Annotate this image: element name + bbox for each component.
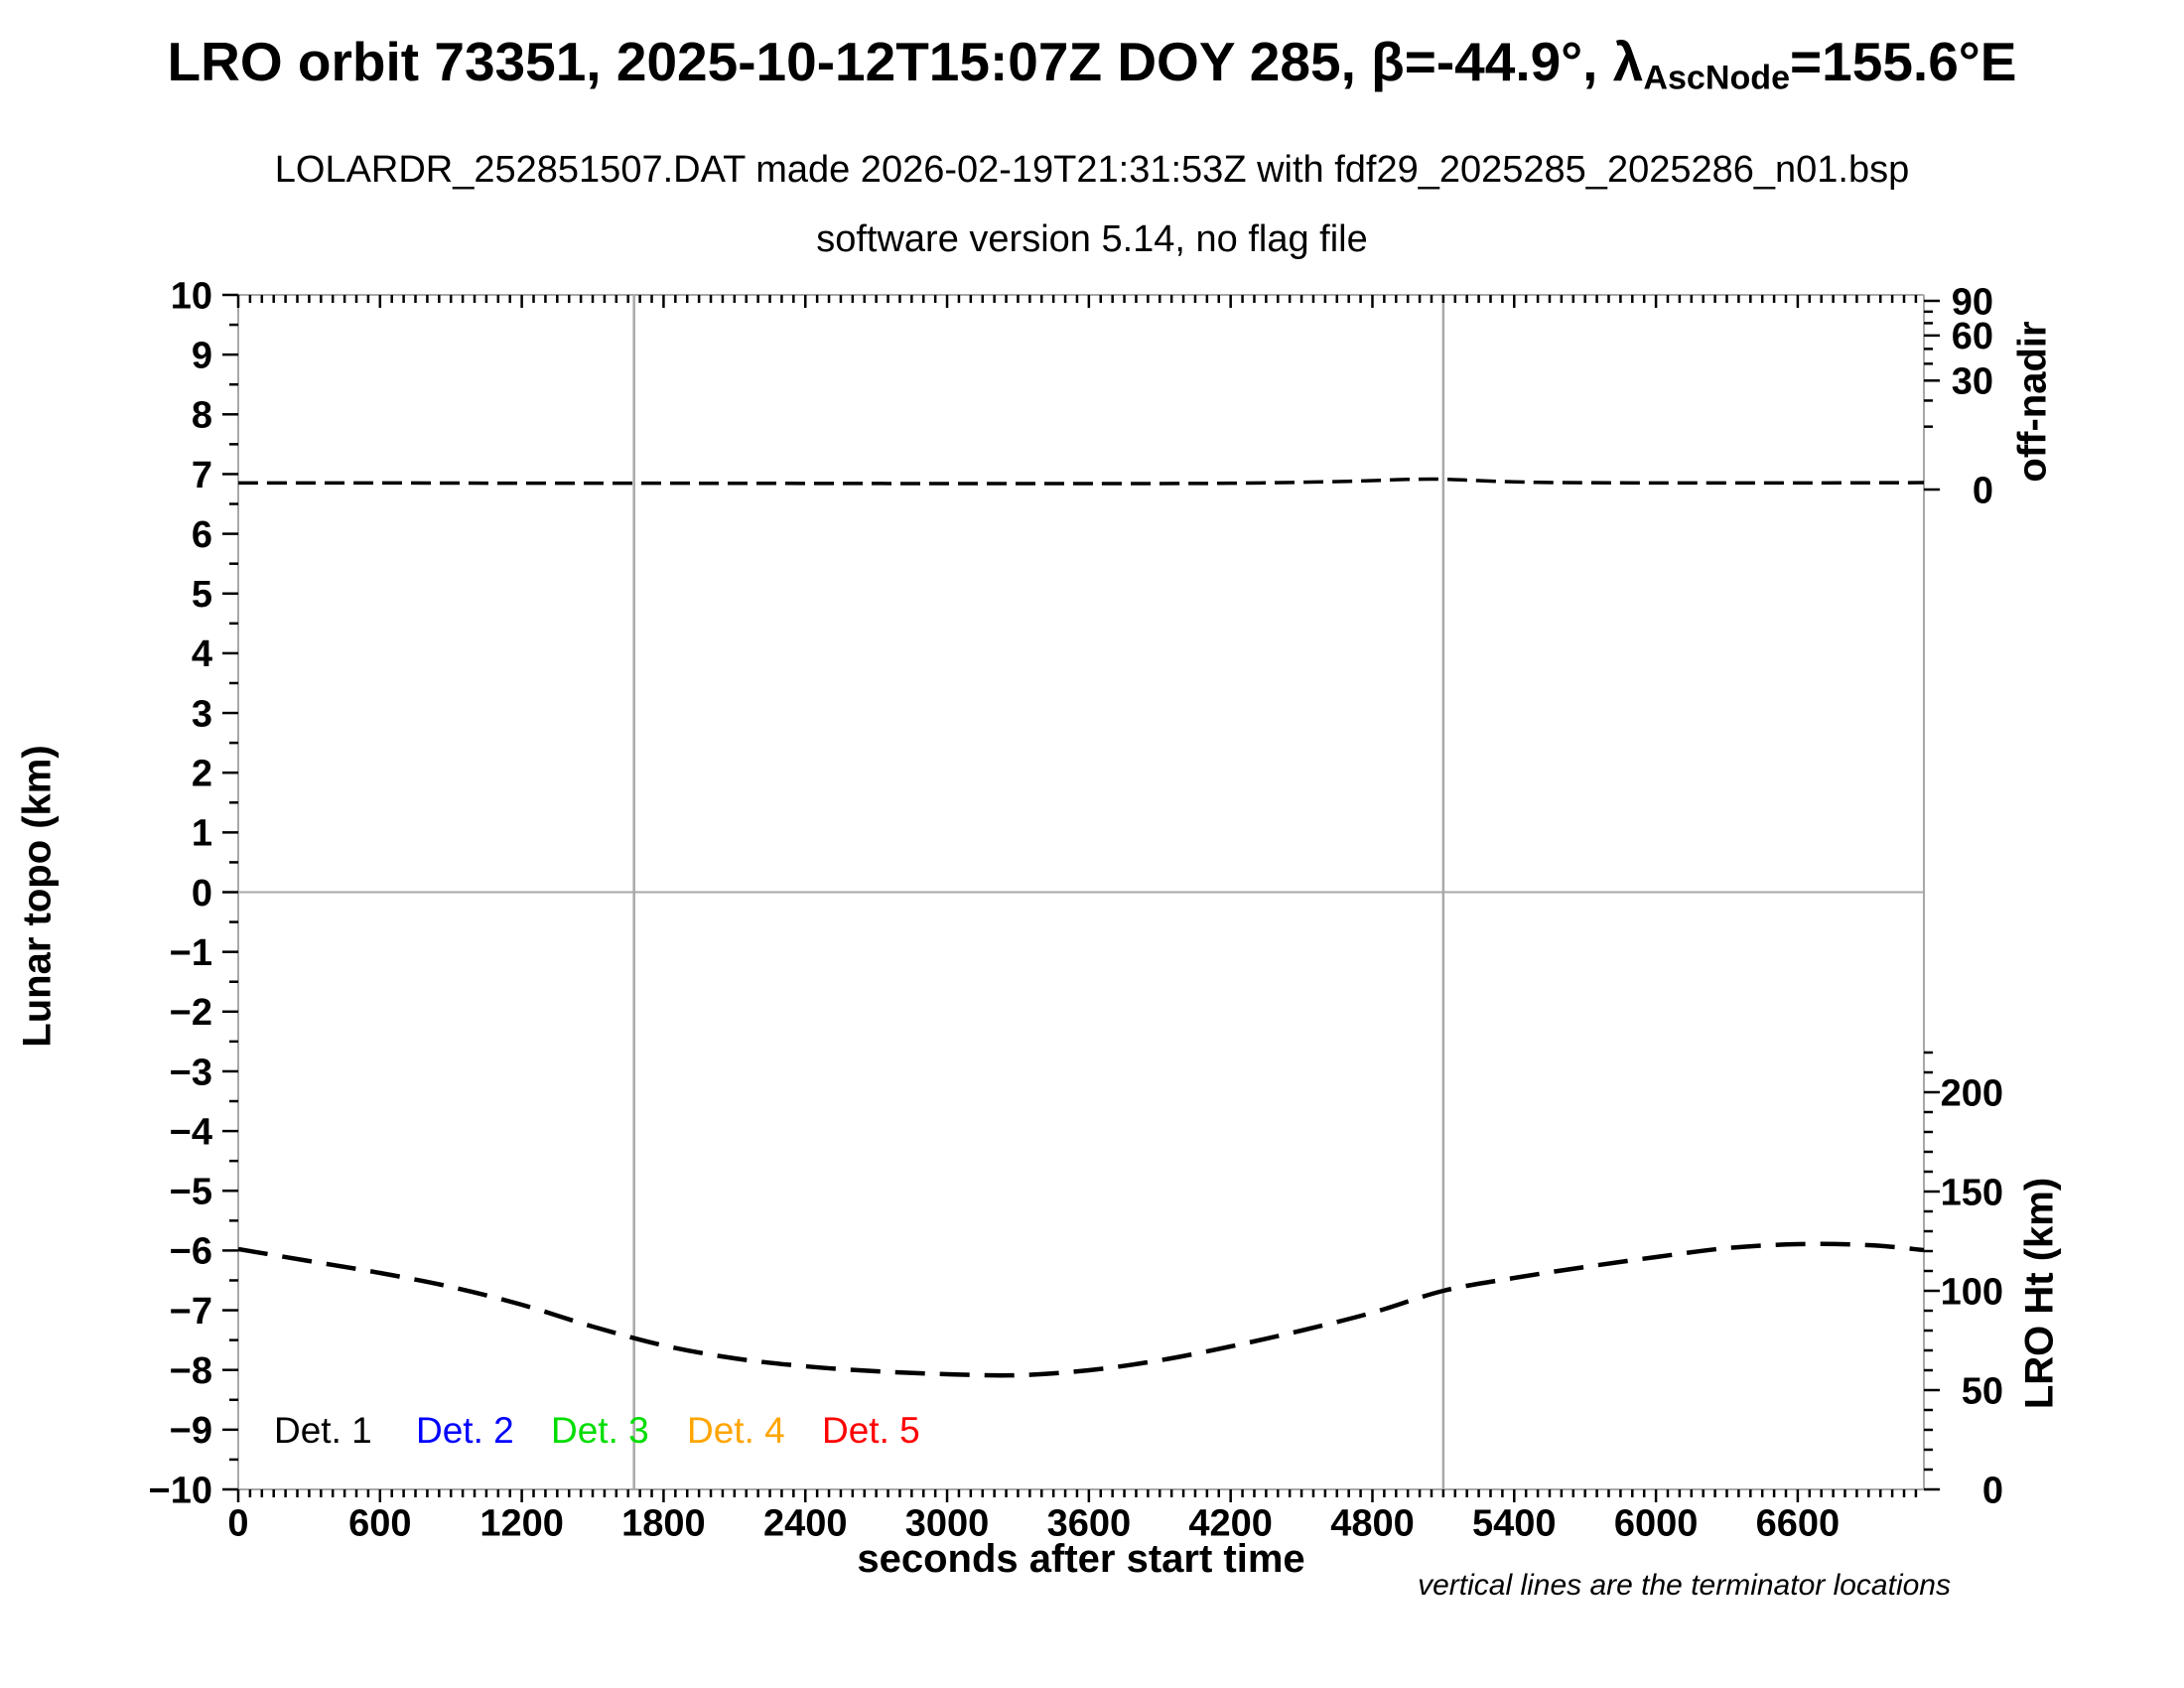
title-text: LRO orbit 73351, 2025-10-12T15:07Z DOY 2… bbox=[167, 31, 1644, 92]
detector-legend: Det. 1 Det. 2 Det. 3 Det. 4 Det. 5 bbox=[0, 1410, 2184, 1454]
y-left-ticks bbox=[222, 293, 238, 1491]
title-suffix: =155.6°E bbox=[1790, 31, 2017, 92]
y-axis-title-off-nadir: off-nadir bbox=[2010, 321, 2055, 483]
title-subscript: AscNode bbox=[1643, 59, 1791, 97]
svg-text:5400: 5400 bbox=[1472, 1502, 1557, 1544]
svg-text:−5: −5 bbox=[170, 1172, 212, 1213]
legend-item-det-2: Det. 2 bbox=[416, 1410, 514, 1451]
y-axis-title-lunar-topo: Lunar topo (km) bbox=[15, 745, 60, 1048]
svg-text:−3: −3 bbox=[170, 1052, 212, 1093]
svg-text:10: 10 bbox=[171, 275, 212, 317]
svg-text:0: 0 bbox=[227, 1502, 248, 1544]
svg-text:200: 200 bbox=[1941, 1072, 2003, 1114]
svg-text:6: 6 bbox=[192, 514, 212, 556]
page-title: LRO orbit 73351, 2025-10-12T15:07Z DOY 2… bbox=[0, 30, 2184, 98]
svg-text:3000: 3000 bbox=[905, 1502, 990, 1544]
y-axis-title-lro-height: LRO Ht (km) bbox=[2017, 1177, 2062, 1410]
svg-text:−10: −10 bbox=[149, 1470, 212, 1511]
svg-text:100: 100 bbox=[1941, 1271, 2003, 1313]
svg-text:60: 60 bbox=[1952, 316, 1993, 357]
svg-text:9: 9 bbox=[192, 335, 212, 376]
svg-text:4: 4 bbox=[192, 633, 212, 675]
terminator-footnote: vertical lines are the terminator locati… bbox=[1418, 1569, 1951, 1602]
svg-text:2400: 2400 bbox=[763, 1502, 848, 1544]
svg-text:−1: −1 bbox=[170, 932, 212, 974]
svg-text:−6: −6 bbox=[170, 1231, 212, 1273]
lro-height-curve bbox=[238, 1241, 1924, 1378]
svg-text:0: 0 bbox=[1973, 470, 1993, 511]
lro-height-ticks bbox=[1924, 1051, 1940, 1491]
svg-text:1: 1 bbox=[192, 813, 212, 855]
x-axis-title: seconds after start time bbox=[857, 1537, 1305, 1581]
off-nadir-ticks bbox=[1924, 299, 1940, 492]
grid-lines bbox=[238, 295, 1924, 1489]
svg-text:1200: 1200 bbox=[479, 1502, 564, 1544]
svg-text:600: 600 bbox=[348, 1502, 411, 1544]
svg-text:8: 8 bbox=[192, 395, 212, 437]
svg-text:30: 30 bbox=[1952, 361, 1993, 403]
svg-text:7: 7 bbox=[192, 455, 212, 496]
svg-text:−7: −7 bbox=[170, 1291, 212, 1333]
svg-text:3: 3 bbox=[192, 693, 212, 735]
svg-text:1800: 1800 bbox=[621, 1502, 706, 1544]
svg-text:−2: −2 bbox=[170, 992, 212, 1034]
legend-item-det-3: Det. 3 bbox=[551, 1410, 649, 1451]
legend-item-det-1: Det. 1 bbox=[274, 1410, 372, 1451]
svg-text:−9: −9 bbox=[170, 1410, 212, 1452]
subtitle-version-line: software version 5.14, no flag file bbox=[816, 218, 1368, 260]
svg-text:−8: −8 bbox=[170, 1350, 212, 1392]
svg-text:5: 5 bbox=[192, 574, 212, 616]
svg-text:0: 0 bbox=[192, 873, 212, 914]
svg-text:90: 90 bbox=[1952, 281, 1993, 323]
svg-text:4200: 4200 bbox=[1188, 1502, 1273, 1544]
svg-text:6000: 6000 bbox=[1614, 1502, 1699, 1544]
off-nadir-curve bbox=[238, 477, 1924, 486]
svg-text:4800: 4800 bbox=[1330, 1502, 1415, 1544]
lro-height-tick-labels: 200 150 100 50 0 bbox=[1941, 1072, 2003, 1511]
subtitle-file-line: LOLARDR_252851507.DAT made 2026-02-19T21… bbox=[274, 149, 1910, 191]
svg-text:150: 150 bbox=[1941, 1172, 2003, 1213]
x-axis-ticks bbox=[236, 295, 1918, 1502]
svg-text:50: 50 bbox=[1962, 1370, 2003, 1412]
x-axis-tick-labels: 0 600 1200 1800 2400 3000 3600 4200 4800 5400 6000… bbox=[227, 1502, 1840, 1544]
svg-text:−4: −4 bbox=[170, 1111, 212, 1153]
svg-text:6600: 6600 bbox=[1756, 1502, 1841, 1544]
legend-item-det-5: Det. 5 bbox=[822, 1410, 920, 1451]
legend-item-det-4: Det. 4 bbox=[687, 1410, 785, 1451]
svg-text:2: 2 bbox=[192, 754, 212, 795]
svg-text:0: 0 bbox=[1982, 1470, 2003, 1511]
svg-text:3600: 3600 bbox=[1047, 1502, 1132, 1544]
